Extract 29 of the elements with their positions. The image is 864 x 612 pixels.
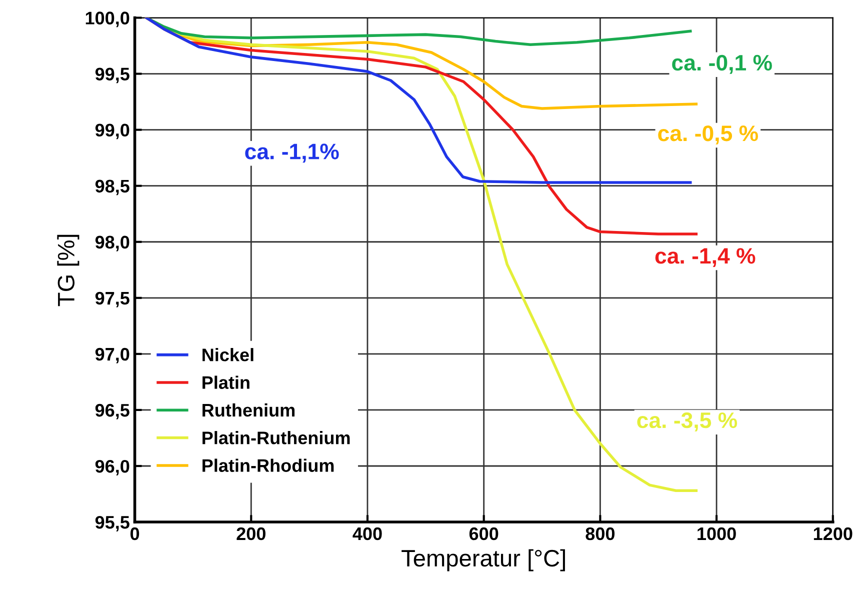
annotation: ca. -0,1 % bbox=[672, 54, 772, 74]
y-tick-label: 99,5 bbox=[95, 68, 130, 84]
y-tick-label: 100,0 bbox=[86, 12, 130, 28]
x-tick-label: 600 bbox=[469, 527, 498, 540]
legend-label: Nickel bbox=[202, 348, 254, 362]
y-tick-label: 97,0 bbox=[95, 348, 130, 364]
x-tick-label: 0 bbox=[130, 527, 140, 540]
annotation: ca. -1,1% bbox=[245, 144, 339, 163]
x-tick-label: 800 bbox=[586, 527, 615, 540]
y-tick-label: 98,0 bbox=[95, 236, 130, 252]
x-tick-label: 400 bbox=[352, 527, 382, 540]
x-tick-label: 1000 bbox=[698, 527, 736, 540]
y-tick-label: 96,5 bbox=[95, 404, 130, 420]
y-tick-label: 99,0 bbox=[95, 124, 130, 140]
legend-label: Platin bbox=[202, 376, 250, 389]
annotation: ca. -3,5 % bbox=[637, 412, 738, 432]
x-tick-label: 200 bbox=[236, 527, 266, 540]
y-axis-title: TG [%] bbox=[57, 234, 80, 306]
annotation: ca. -1,4 % bbox=[655, 248, 756, 267]
y-tick-label: 98,5 bbox=[95, 180, 130, 196]
legend-label: Platin-Rhodium bbox=[202, 458, 334, 472]
y-tick-label: 95,5 bbox=[95, 516, 130, 532]
y-tick-label: 97,5 bbox=[95, 292, 130, 308]
x-axis-title: Temperatur [°C] bbox=[402, 549, 565, 572]
x-tick-label: 1200 bbox=[814, 527, 852, 540]
legend-label: Ruthenium bbox=[202, 403, 295, 417]
legend-label: Platin-Ruthenium bbox=[202, 431, 350, 444]
annotation: ca. -0,5 % bbox=[658, 125, 758, 144]
y-tick-label: 96,0 bbox=[95, 460, 130, 476]
